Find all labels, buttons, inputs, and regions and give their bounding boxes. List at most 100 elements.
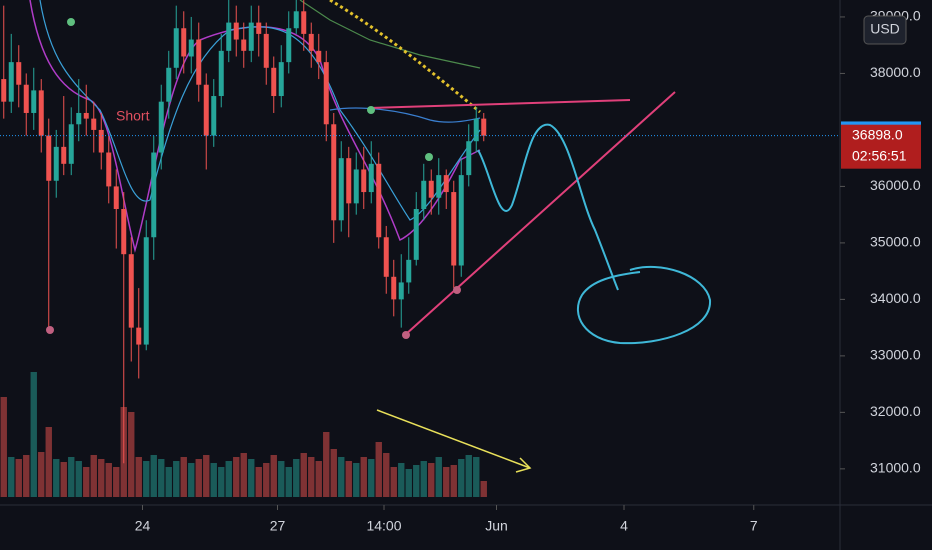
volume-bar [353, 463, 360, 497]
volume-bar [45, 427, 52, 497]
candle-body [338, 158, 344, 221]
volume-bar [473, 457, 480, 497]
candle-body [398, 282, 404, 300]
volume-bar [255, 467, 262, 497]
volume-bar [23, 455, 30, 497]
candle-body [316, 50, 322, 63]
candle-body [481, 118, 487, 136]
currency-button[interactable] [863, 15, 907, 45]
volume-bar [405, 469, 412, 497]
volume-bar [428, 463, 435, 497]
volume-bar [105, 463, 112, 497]
currency[interactable]: USD [870, 21, 900, 37]
x-tick-label: Jun [485, 518, 508, 534]
volume-bar [225, 461, 232, 497]
volume-bar [8, 457, 15, 497]
candle-body [286, 28, 292, 63]
annotation: Short [116, 108, 150, 124]
volume-bar [360, 457, 367, 497]
volume-bar [458, 459, 465, 497]
volume-bar [300, 453, 307, 497]
ma-line [329, 107, 481, 123]
trend-line [369, 99, 631, 109]
candle-body [61, 146, 67, 164]
candle-body [218, 50, 224, 97]
candle-body [181, 28, 187, 57]
candle-body [466, 141, 472, 176]
price-label: 36898.0 [852, 126, 903, 142]
volume-bar [330, 449, 337, 497]
candle-body [406, 259, 412, 283]
candle-body [91, 118, 97, 130]
candle-body [16, 62, 22, 85]
x-tick-label: 7 [750, 518, 758, 534]
volume-bar [308, 457, 315, 497]
candle-body [83, 112, 89, 119]
candle-body [8, 62, 14, 102]
volume-bar [345, 461, 352, 497]
volume-bar [323, 432, 330, 497]
volume-bar [210, 463, 217, 497]
marker [67, 18, 75, 26]
target-circle [576, 265, 712, 345]
candle-body [113, 186, 119, 210]
volume-bar [368, 459, 375, 497]
candle-body [428, 180, 434, 198]
volume-bar [315, 461, 322, 497]
marker [367, 106, 375, 114]
volume-bar [90, 455, 97, 497]
countdown: 02:56:51 [852, 147, 907, 163]
volume-bar [248, 459, 255, 497]
candle-body [121, 209, 127, 255]
band-line [299, 0, 481, 69]
candle-body [23, 84, 29, 113]
x-tick-label: 27 [270, 518, 286, 534]
projection [477, 123, 619, 291]
volume-bar [173, 461, 180, 497]
candle-body [241, 39, 247, 51]
candle-body [166, 67, 172, 102]
candle-body [368, 163, 374, 193]
volume-bar [218, 467, 225, 497]
y-tick-label: 32000.0 [870, 403, 921, 419]
candle-body [143, 237, 149, 345]
volume-bar [420, 461, 427, 497]
candle-body [436, 175, 442, 198]
volume-bar [480, 481, 487, 497]
volume-bar [188, 463, 195, 497]
candle-body [383, 237, 389, 277]
candle-body [136, 327, 142, 345]
volume-bar [128, 412, 135, 497]
volume-bar [165, 467, 172, 497]
y-tick-label: 38000.0 [870, 64, 921, 80]
y-tick-label: 36000.0 [870, 177, 921, 193]
candle-body [211, 96, 217, 136]
candle-body [1, 79, 7, 102]
candle-body [451, 192, 457, 266]
candle-body [128, 254, 134, 328]
price-label-bg [841, 124, 921, 169]
volume-bar [30, 372, 37, 497]
marker [402, 331, 410, 339]
candle-body [301, 11, 307, 34]
drawings [46, 18, 712, 473]
volume-bar [398, 463, 405, 497]
volume-bar [75, 461, 82, 497]
candle-body [196, 39, 202, 85]
axes: 31000.0 32000.0 33000.0 34000.0 35000.0 36000… [135, 8, 921, 534]
volume-bar [293, 459, 300, 497]
volume-bar [383, 453, 390, 497]
candle-body [323, 62, 329, 125]
volume-bar [150, 455, 157, 497]
candle-body [226, 22, 232, 51]
volume-bar [53, 459, 60, 497]
volume-bar [203, 455, 210, 497]
volume-bar [60, 462, 67, 497]
candle-body [46, 135, 52, 181]
volume-bar [450, 465, 457, 497]
candle-body [421, 180, 427, 210]
volume-bar [143, 461, 150, 497]
candle-body [413, 209, 419, 260]
marker [453, 286, 461, 294]
trend-line [404, 91, 676, 336]
